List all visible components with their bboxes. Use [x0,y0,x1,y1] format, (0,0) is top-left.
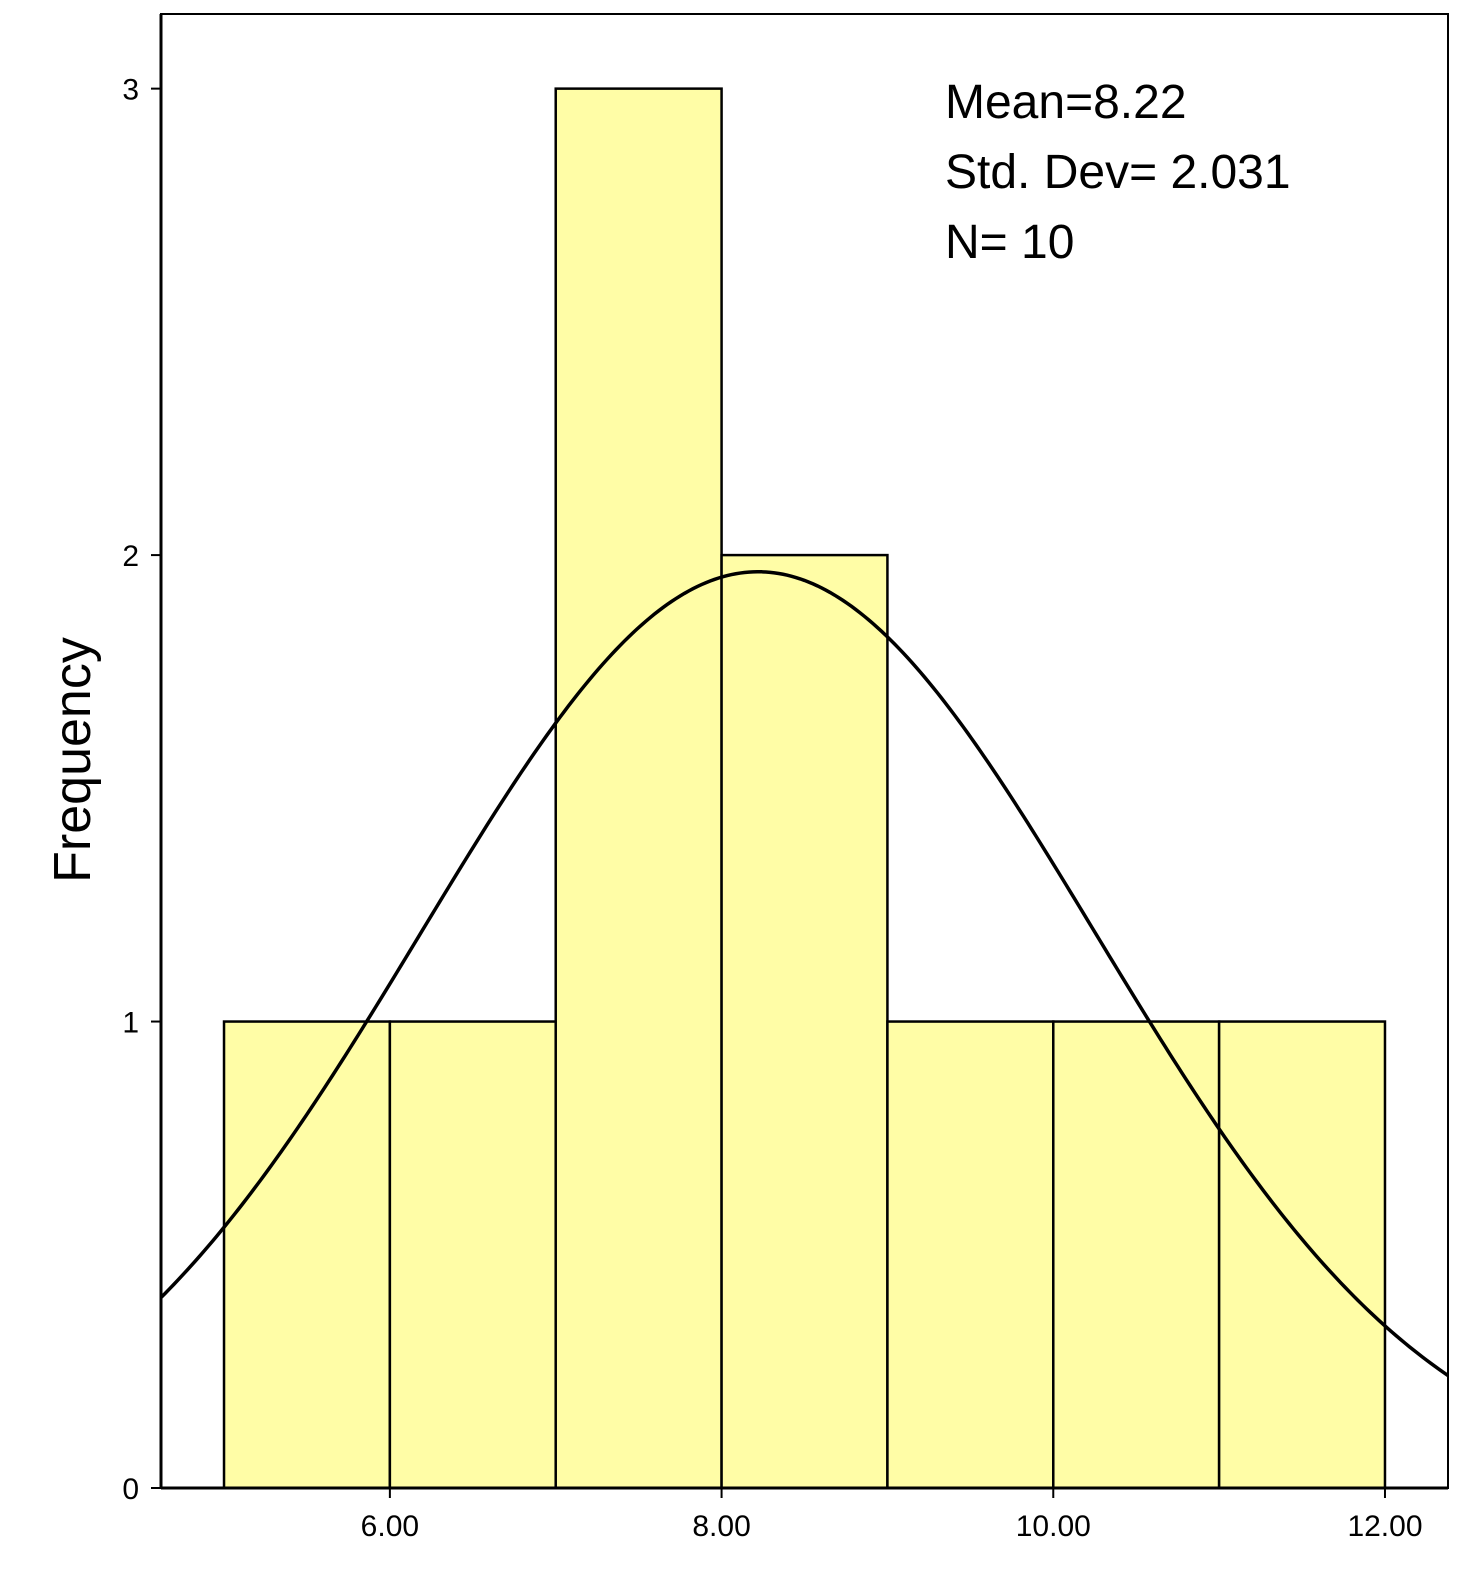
curve-layer [159,570,1449,1377]
x-tick-label: 8.00 [692,1510,750,1543]
axes-layer [159,14,1448,1490]
histogram-bar [222,1020,392,1490]
x-tick-label: 10.00 [1016,1510,1091,1543]
x-tick-label: 12.00 [1347,1510,1422,1543]
histogram-bar [554,87,723,1490]
histogram-bar [1052,1020,1221,1490]
y-axis-label: Frequency [44,637,102,883]
histogram-bar [886,1020,1055,1490]
normal-curve [159,570,1449,1377]
bars-layer [222,87,1387,1490]
x-tick-label: 6.00 [361,1510,419,1543]
y-tick-label: 1 [122,1007,139,1040]
y-tick-label: 3 [122,74,139,107]
stats-mean: Mean=8.22 [945,76,1187,129]
histogram-bar [388,1020,557,1490]
stats-std-dev: Std. Dev= 2.031 [945,146,1291,199]
histogram-bar [1217,1020,1387,1490]
stats-annotation: Mean=8.22 Std. Dev= 2.031 N= 10 [945,76,1291,269]
y-tick-label: 0 [122,1473,139,1506]
histogram-bar [720,553,889,1490]
stats-n: N= 10 [945,216,1074,269]
ticks-layer: 6.00 8.00 10.00 12.00 0 1 2 3 [122,74,1422,1543]
y-tick-label: 2 [122,540,139,573]
